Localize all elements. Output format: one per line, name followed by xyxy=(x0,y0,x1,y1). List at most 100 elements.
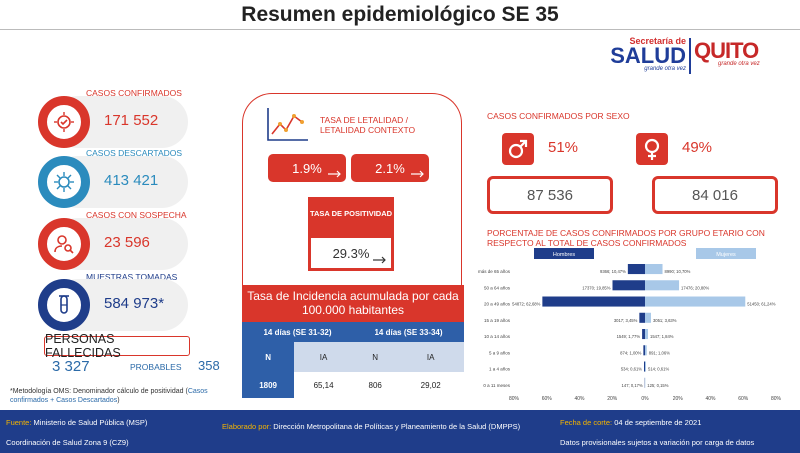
y-tick-label: 0 a 11 meses xyxy=(483,383,510,388)
stat-card-descartados: 413 421 xyxy=(38,156,188,208)
bar-mujeres xyxy=(645,345,647,356)
stat-value-muestras: 584 973* xyxy=(104,295,165,312)
stat-label-descartados: CASOS DESCARTADOS xyxy=(86,148,183,158)
data-label-hombres: 9366; 10,47% xyxy=(600,269,626,274)
female-count-box: 84 016 xyxy=(652,176,778,214)
fallecidas-value: 3 327 xyxy=(52,358,90,375)
stat-label-confirmados: CASOS CONFIRMADOS xyxy=(86,88,182,98)
footer-provisional: Datos provisionales sujetos a variación … xyxy=(560,438,755,447)
bar-hombres xyxy=(642,329,645,340)
fallecidas-label: PERSONAS FALLECIDAS xyxy=(44,332,190,360)
x-tick-label: 0% xyxy=(641,396,649,402)
center-panel-frame xyxy=(242,93,462,293)
probables-label: PROBABLES xyxy=(130,362,182,372)
footer-coordinacion: Coordinación de Salud Zona 9 (CZ9) xyxy=(6,438,129,447)
salud-logo-top: Secretaría de xyxy=(629,36,686,46)
data-label-mujeres: 17476; 20,80% xyxy=(681,285,709,290)
data-label-hombres: 3017; 3,45% xyxy=(614,318,638,323)
letalidad-value-box: 1.9% xyxy=(268,154,346,182)
note-suffix: ) xyxy=(117,397,120,404)
incidencia-subheader: IA xyxy=(294,342,353,372)
methodology-note: *Metodología OMS: Denominador cálculo de… xyxy=(10,387,242,405)
positividad-label: TASA DE POSITIVIDAD xyxy=(308,197,394,235)
data-label-mujeres: 891; 1,06% xyxy=(649,350,670,355)
stat-value-descartados: 413 421 xyxy=(104,172,159,189)
incidencia-cell: 65,14 xyxy=(294,372,353,398)
x-tick-label: 80% xyxy=(509,396,520,402)
stat-value-sospecha: 23 596 xyxy=(104,234,150,251)
female-count: 84 016 xyxy=(692,186,738,204)
note-prefix: *Metodología OMS: Denominador cálculo de… xyxy=(10,388,188,395)
data-label-hombres: 147; 0,17% xyxy=(622,383,643,388)
y-tick-label: 1 a 4 años xyxy=(489,367,511,372)
footer-fuente: Fuente: Ministerio de Salud Pública (MSP… xyxy=(6,418,147,427)
data-label-hombres: 874; 1,00% xyxy=(620,350,641,355)
stat-label-muestras: MUESTRAS TOMADAS xyxy=(86,272,178,282)
arrow-right-icon xyxy=(328,170,341,178)
bar-hombres xyxy=(643,345,645,356)
y-tick-label: 50 a 64 años xyxy=(484,285,511,290)
x-tick-label: 60% xyxy=(542,396,553,402)
male-percent: 51% xyxy=(548,139,579,156)
data-label-mujeres: 125; 0,15% xyxy=(647,383,668,388)
y-tick-label: 20 a 49 años xyxy=(484,302,511,307)
data-label-hombres: 17370; 19,85% xyxy=(582,285,610,290)
x-tick-label: 80% xyxy=(771,396,782,402)
bar-mujeres xyxy=(645,329,649,340)
bar-hombres xyxy=(644,361,645,372)
incidencia-period-2: 14 días (SE 33-34) xyxy=(352,322,464,342)
incidencia-period-1: 14 días (SE 31-32) xyxy=(242,322,353,342)
legend-swatch-mujeres xyxy=(696,248,756,259)
age-pyramid-chart: Hombres Mujeres más de 65 años 9366; 10,47%… xyxy=(478,248,782,402)
bar-mujeres xyxy=(645,280,680,291)
trend-chart-icon xyxy=(266,106,310,142)
bar-mujeres xyxy=(645,264,663,275)
bar-mujeres xyxy=(645,361,646,372)
footer-fecha: Fecha de corte: 04 de septiembre de 2021 xyxy=(560,418,701,427)
quito-logo-tagline: grande otra vez xyxy=(718,61,760,67)
letalidad-value: 1.9% xyxy=(292,160,322,176)
pyramid-title: PORCENTAJE DE CASOS CONFIRMADOS POR GRUP… xyxy=(487,228,765,248)
bar-mujeres xyxy=(645,312,651,323)
letalidad-contexto-value-box: 2.1% xyxy=(351,154,429,182)
incidencia-table: 14 días (SE 31-32) 14 días (SE 33-34) N … xyxy=(242,322,464,398)
stat-card-muestras: 584 973* xyxy=(38,279,188,331)
incidencia-cell: 29,02 xyxy=(397,372,464,398)
y-tick-label: más de 65 años xyxy=(478,269,511,274)
incidencia-subheader: N xyxy=(242,342,295,372)
y-tick-label: 10 a 14 años xyxy=(484,334,511,339)
footer-elaborado-value: Dirección Metropolitana de Políticas y P… xyxy=(273,422,521,431)
footer-fecha-key: Fecha de corte: xyxy=(560,418,613,427)
y-tick-label: 15 a 19 años xyxy=(484,318,511,323)
arrow-right-icon xyxy=(411,170,424,178)
letalidad-contexto-value: 2.1% xyxy=(375,160,405,176)
probables-value: 358 xyxy=(198,358,220,373)
y-tick-label: 5 a 9 años xyxy=(489,350,511,355)
incidencia-cell: 1809 xyxy=(242,372,295,398)
x-tick-label: 20% xyxy=(607,396,618,402)
arrow-right-icon xyxy=(373,256,386,264)
legend-label-mujeres: Mujeres xyxy=(716,252,736,258)
female-icon xyxy=(636,133,668,165)
footer: Fuente: Ministerio de Salud Pública (MSP… xyxy=(0,410,800,453)
footer-elaborado: Elaborado por: Dirección Metropolitana d… xyxy=(222,422,532,431)
data-label-mujeres: 3051; 3,63% xyxy=(653,318,677,323)
footer-elaborado-key: Elaborado por: xyxy=(222,422,272,431)
note-highlight: Casos confirmados + Casos Descartados xyxy=(10,388,208,404)
page-title: Resumen epidemiológico SE 35 xyxy=(241,2,559,26)
incidencia-subheader: N xyxy=(352,342,398,372)
salud-logo-tagline: grande otra vez xyxy=(644,66,686,72)
bar-mujeres xyxy=(645,296,746,307)
x-tick-label: 20% xyxy=(673,396,684,402)
test-tube-icon xyxy=(38,279,90,331)
person-search-icon xyxy=(38,218,90,270)
data-label-mujeres: 8990; 10,70% xyxy=(665,269,691,274)
x-tick-label: 40% xyxy=(574,396,585,402)
title-bar: Resumen epidemiológico SE 35 xyxy=(0,0,800,30)
salud-logo-main: SALUD xyxy=(610,43,686,68)
legend-swatch-hombres xyxy=(534,248,594,259)
data-label-hombres: 1549; 1,77% xyxy=(617,334,641,339)
x-tick-label: 60% xyxy=(738,396,749,402)
incidencia-title: Tasa de Incidencia acumulada por cada 10… xyxy=(242,285,464,322)
